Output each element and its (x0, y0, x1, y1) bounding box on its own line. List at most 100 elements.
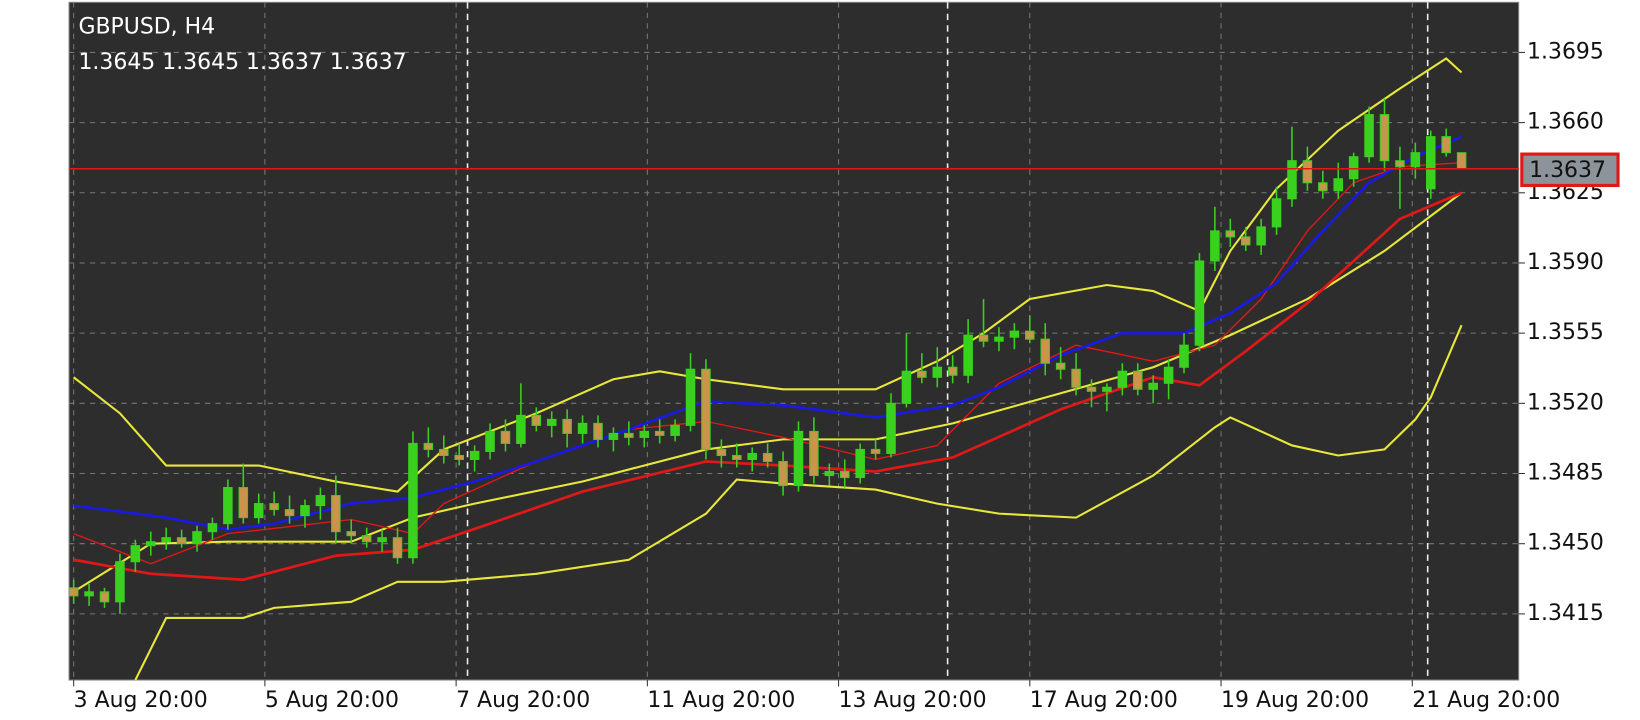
ohlc-readout: 1.3645 1.3645 1.3637 1.3637 (78, 50, 406, 75)
indicator-line (73, 191, 1463, 593)
x-tick-label: 13 Aug 20:00 (839, 688, 987, 713)
candle-body (1256, 226, 1266, 246)
candle-body (269, 503, 279, 511)
candle-body (1179, 344, 1189, 368)
candle-body (1071, 368, 1081, 388)
candle-body (377, 537, 387, 543)
candle-body (146, 541, 156, 547)
candle-body (1210, 230, 1220, 262)
candle-body (608, 432, 619, 440)
candle-body (1271, 198, 1282, 228)
x-tick-label: 3 Aug 20:00 (74, 688, 208, 713)
candle-body (593, 422, 603, 440)
candle-body (1426, 136, 1436, 190)
price-tag-label: 1.3637 (1529, 158, 1606, 183)
candle-body (115, 561, 125, 603)
candle-body (994, 336, 1004, 342)
candle-body (392, 537, 403, 559)
candle-body (824, 470, 835, 477)
candle-body (469, 450, 480, 461)
candle-body (978, 334, 989, 342)
candle-body (1395, 160, 1405, 168)
candle-body (1132, 370, 1143, 390)
candle-body (284, 509, 295, 517)
candle-body (963, 334, 973, 376)
y-tick-label: 1.3590 (1527, 250, 1604, 275)
y-tick-label: 1.3450 (1527, 531, 1604, 556)
candle-body (701, 368, 711, 450)
candle-body (500, 430, 511, 444)
candle-body (1086, 386, 1097, 392)
candle-body (1040, 338, 1050, 364)
indicator-line (73, 135, 1463, 532)
candle-body (192, 531, 202, 545)
chart-title: GBPUSD, H4 (78, 14, 215, 39)
candle-body (1318, 182, 1328, 192)
candle-body (1163, 366, 1174, 384)
candle-body (685, 368, 696, 426)
candle-body (1148, 382, 1158, 390)
candle-body (1117, 370, 1128, 388)
candle-body (901, 370, 912, 404)
candle-body (1287, 160, 1297, 200)
candle-body (639, 430, 650, 438)
candle-body (1456, 152, 1467, 170)
candle-body (1009, 330, 1020, 338)
candle-body (300, 505, 310, 517)
candle-body (1240, 236, 1251, 246)
candle-body (1025, 330, 1035, 340)
candle-body (839, 470, 850, 479)
candle-body (207, 523, 218, 533)
y-tick-label: 1.3415 (1527, 601, 1604, 626)
candle-body (1333, 178, 1344, 192)
candle-body (855, 448, 865, 479)
candle-body (947, 366, 958, 376)
candle-body (1410, 152, 1421, 168)
candle-body (331, 495, 341, 533)
y-tick-label: 1.3485 (1527, 461, 1604, 486)
candle-body (624, 432, 634, 438)
candle-body (932, 366, 943, 378)
candle-body (161, 537, 171, 543)
candle-body (917, 370, 927, 378)
candle-body (99, 591, 110, 603)
y-tick-label: 1.3555 (1527, 320, 1604, 345)
candle-body (423, 442, 434, 450)
candle-body (654, 430, 665, 436)
candle-body (176, 537, 187, 545)
candle-body (778, 460, 788, 487)
x-tick-label: 17 Aug 20:00 (1030, 688, 1178, 713)
candle-body (747, 452, 757, 461)
candle-body (716, 448, 727, 456)
candle-body (485, 430, 495, 452)
candle-body (1441, 136, 1451, 154)
indicator-line (134, 324, 1463, 681)
y-tick-label: 1.3660 (1527, 110, 1604, 135)
candle-body (1055, 362, 1066, 370)
candle-body (562, 418, 572, 434)
candle-body (516, 414, 526, 444)
candle-body (454, 454, 464, 461)
candle-body (315, 495, 326, 507)
marks (68, 57, 1519, 681)
indicator-line (73, 191, 1463, 582)
candle-body (408, 442, 418, 559)
y-tick-label: 1.3520 (1527, 390, 1604, 415)
candle-body (732, 454, 742, 461)
plot-area (68, 1, 1520, 681)
candle-body (439, 448, 449, 456)
candle-body (84, 591, 94, 597)
candle-body (870, 448, 881, 454)
candle-body (1302, 160, 1313, 184)
candle-body (1379, 114, 1390, 162)
candle-body (577, 422, 588, 434)
candle-body (762, 452, 773, 463)
candle-body (361, 535, 372, 543)
candle-body (346, 531, 357, 537)
candle-body (546, 418, 557, 426)
candle-body (1348, 156, 1359, 180)
candle-body (253, 503, 264, 519)
candle-body (1102, 386, 1112, 392)
candle-body (1364, 114, 1374, 158)
